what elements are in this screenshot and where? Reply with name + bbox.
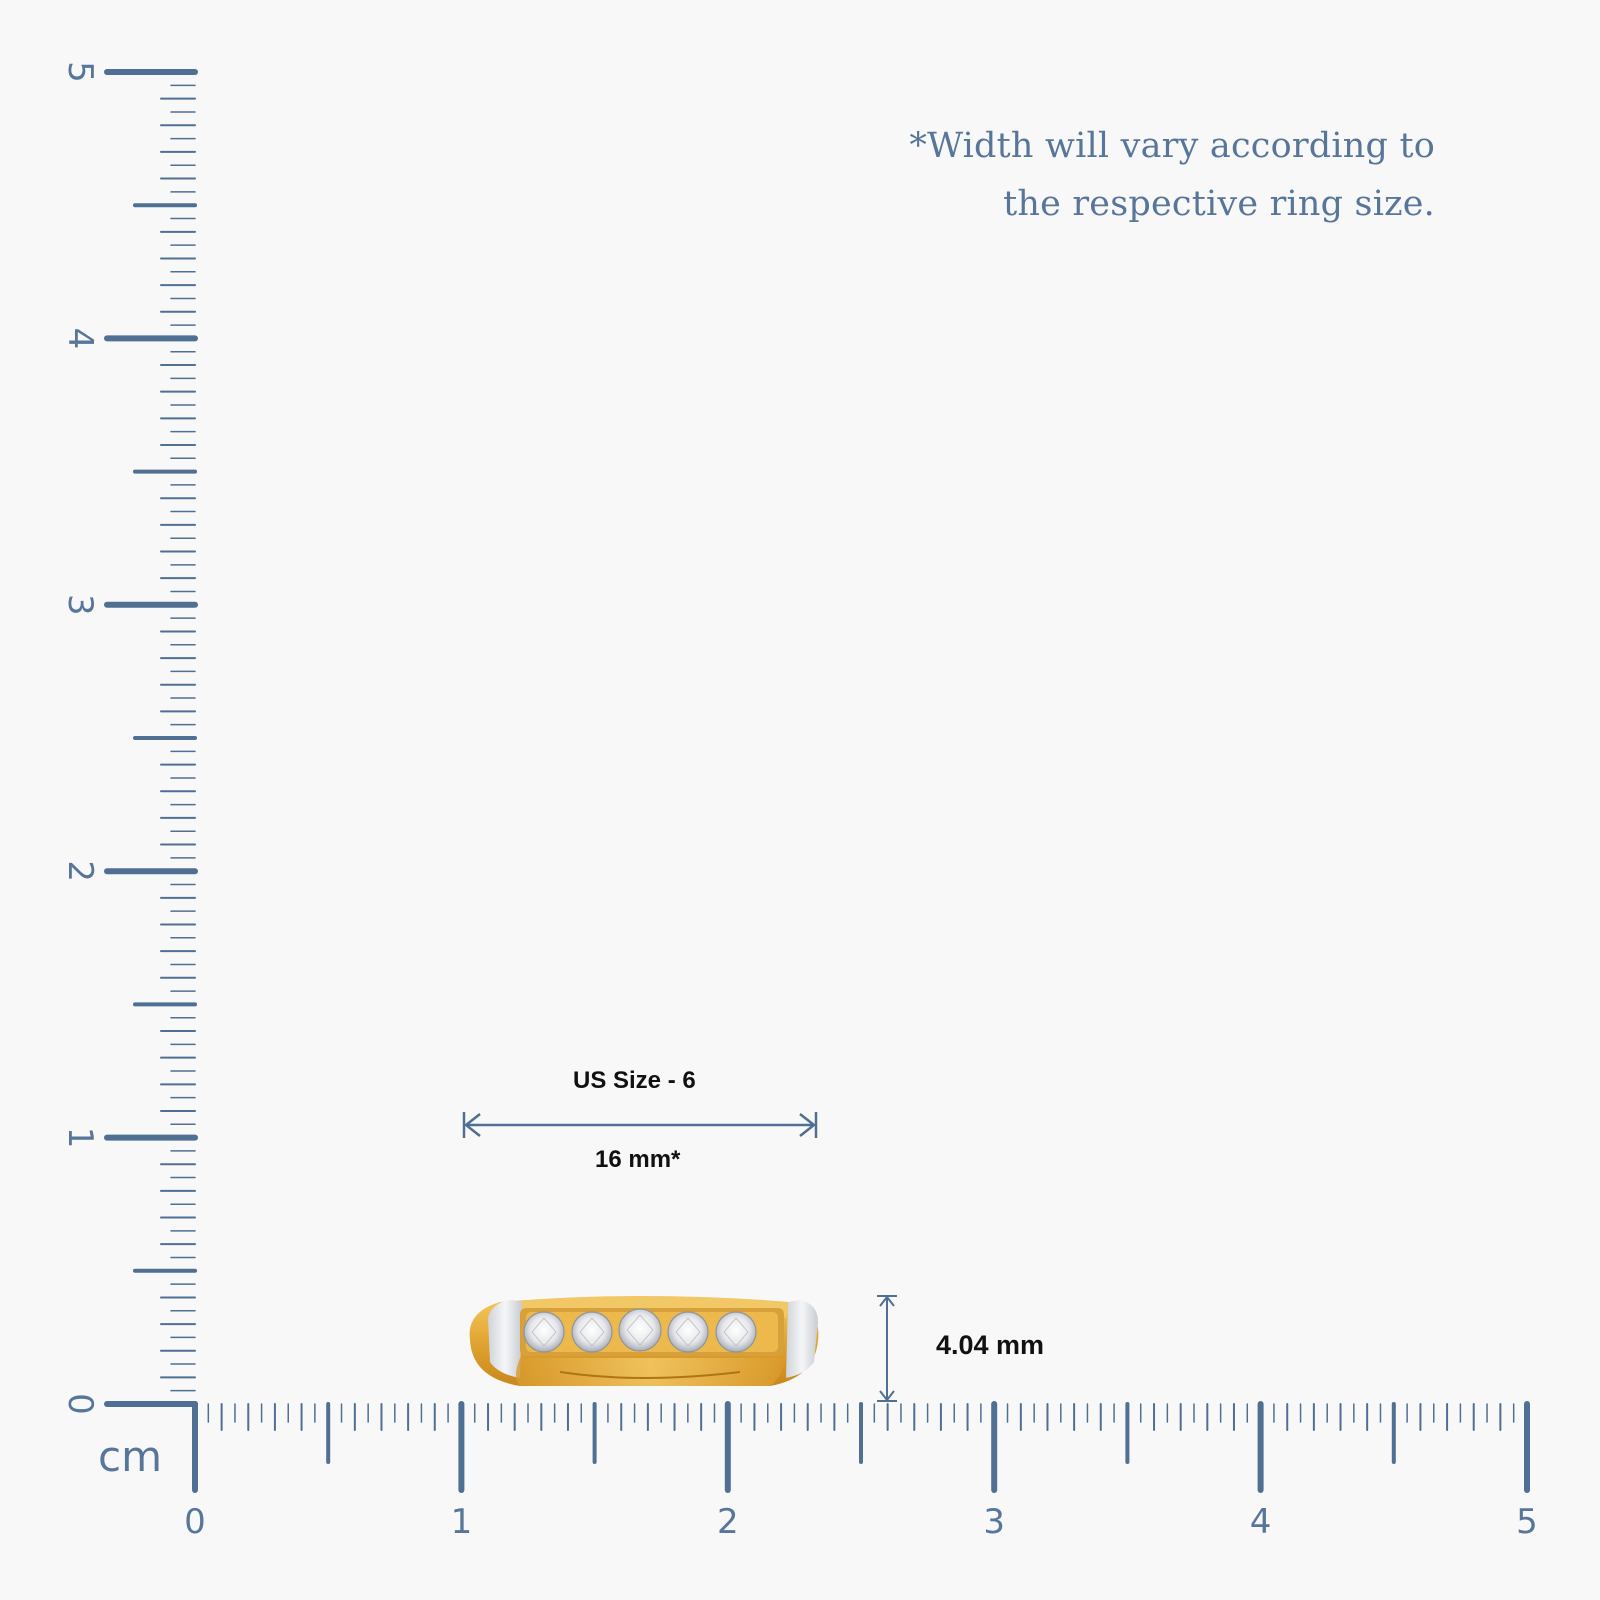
x-tick-label: 0 (184, 1502, 206, 1542)
width-note-line-1: *Width will vary according to (909, 126, 1435, 166)
x-tick-label: 4 (1250, 1502, 1272, 1542)
vertical-ruler (104, 69, 198, 1407)
x-tick-label: 2 (717, 1502, 739, 1542)
x-tick-label: 5 (1516, 1502, 1538, 1542)
y-tick-label: 0 (60, 1393, 100, 1415)
height-arrow (877, 1295, 897, 1402)
ring-image (469, 1296, 819, 1386)
y-tick-label: 2 (60, 860, 100, 882)
width-note-line-2: the respective ring size. (1003, 184, 1435, 224)
y-tick-label: 5 (60, 61, 100, 83)
horizontal-ruler-labels: 0 1 2 3 4 5 (184, 1502, 1538, 1542)
horizontal-ruler (192, 1401, 1530, 1493)
ring-height-label: 4.04 mm (936, 1330, 1045, 1360)
x-tick-label: 1 (451, 1502, 473, 1542)
ring-size-label: US Size - 6 (573, 1067, 696, 1094)
width-arrow (462, 1112, 818, 1138)
y-tick-label: 3 (60, 594, 100, 616)
x-tick-label: 3 (983, 1502, 1005, 1542)
y-tick-label: 1 (60, 1127, 100, 1149)
unit-label: cm (98, 1432, 163, 1481)
y-tick-label: 4 (60, 328, 100, 350)
ring-width-label: 16 mm* (595, 1146, 681, 1173)
vertical-ruler-labels: 0 1 2 3 4 5 (60, 61, 100, 1415)
